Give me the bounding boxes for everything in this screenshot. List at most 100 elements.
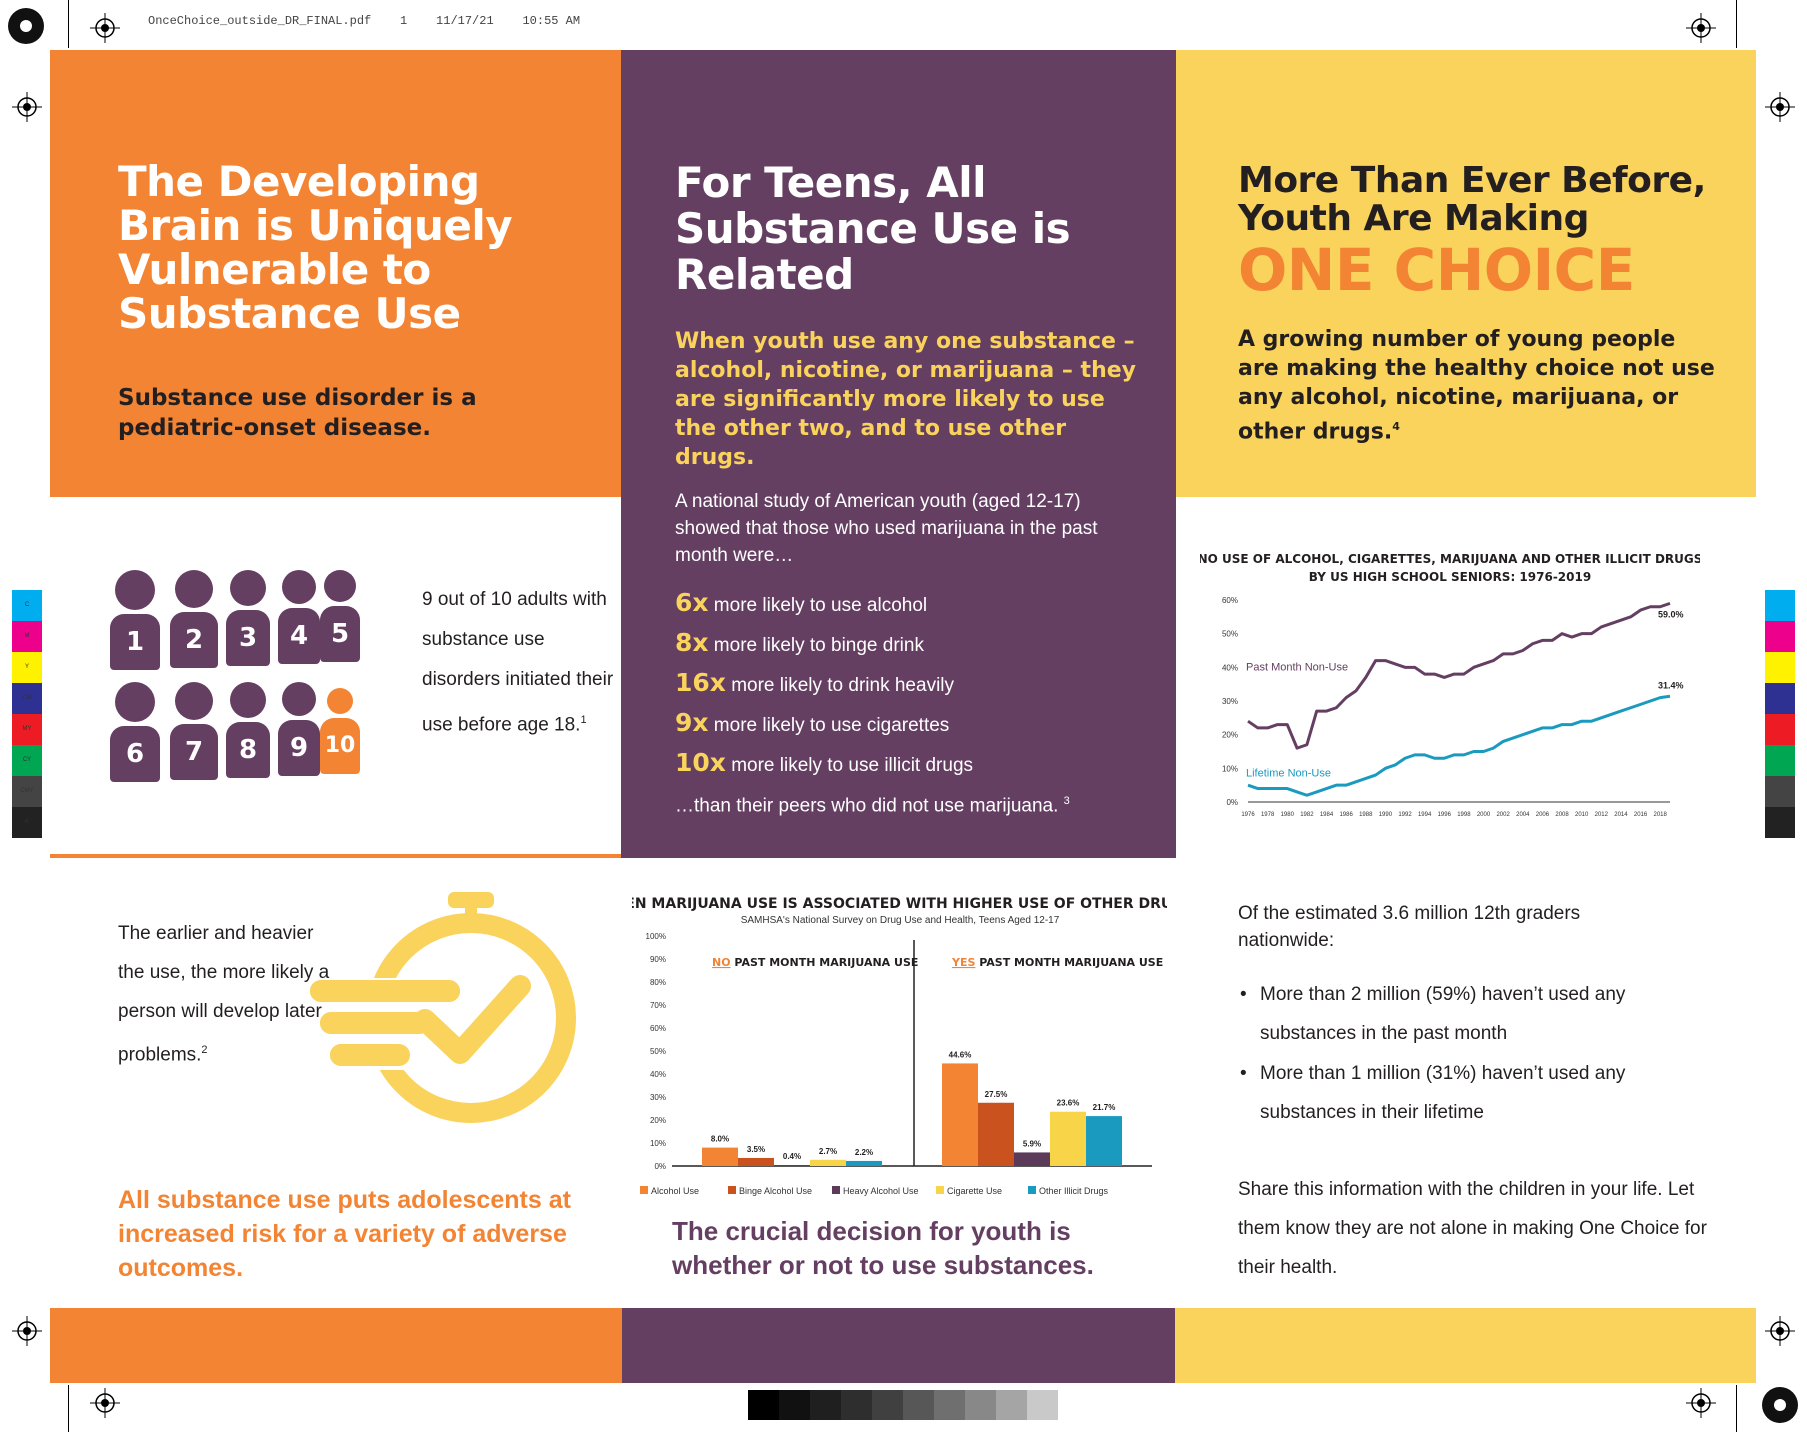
end-value-label: 59.0% — [1658, 609, 1684, 619]
x-tick-label: 2006 — [1536, 812, 1550, 818]
stats-footer-text: …than their peers who did not use mariju… — [675, 795, 1059, 817]
group-label-rest: PAST MONTH MARIJUANA USE — [731, 956, 919, 969]
list-item: More than 1 million (31%) haven’t used a… — [1238, 1054, 1668, 1132]
crop-line — [1736, 0, 1737, 48]
share-text: Share this information with the children… — [1238, 1179, 1707, 1278]
stat-row: 8x more likely to binge drink — [675, 628, 1155, 668]
right-title: More Than Ever Before, Youth Are Making — [1238, 160, 1706, 239]
stat-row: 6x more likely to use alcohol — [675, 588, 1155, 628]
registration-mark-icon — [1686, 1388, 1716, 1418]
person-head — [175, 570, 213, 608]
group-label: YES PAST MONTH MARIJUANA USE — [951, 956, 1163, 969]
person-head — [282, 682, 316, 716]
bar-value-label: 0.4% — [783, 1152, 801, 1161]
y-tick-label: 40% — [650, 1070, 666, 1079]
y-tick-label: 0% — [1226, 798, 1238, 807]
x-tick-label: 2002 — [1496, 812, 1510, 818]
person-head — [230, 570, 266, 606]
legend-swatch — [1028, 1186, 1036, 1194]
stat-text: more likely to use illicit drugs — [725, 755, 974, 776]
panel-orange — [50, 50, 621, 497]
chart-title: NO USE OF ALCOHOL, CIGARETTES, MARIJUANA… — [1200, 552, 1700, 584]
panel-yellow — [1176, 50, 1756, 497]
end-value-label: 31.4% — [1658, 680, 1684, 690]
registration-mark-icon — [90, 13, 120, 43]
stat-row: 10x more likely to use illicit drugs — [675, 748, 1155, 788]
person-number: 5 — [320, 606, 360, 662]
bar — [942, 1063, 978, 1166]
y-tick-label: 60% — [1222, 596, 1238, 605]
x-tick-label: 1988 — [1359, 812, 1373, 818]
y-tick-label: 10% — [1222, 764, 1238, 773]
x-tick-label: 1986 — [1339, 812, 1353, 818]
crop-circle-icon — [8, 8, 44, 44]
group-label: NO PAST MONTH MARIJUANA USE — [712, 956, 918, 969]
bar-value-label: 5.9% — [1023, 1139, 1041, 1148]
person-number: 8 — [226, 722, 270, 778]
left-subtitle: Substance use disorder is a pediatric-on… — [118, 385, 477, 441]
x-tick-label: 2004 — [1516, 812, 1530, 818]
stat-text: more likely to use alcohol — [708, 595, 928, 616]
bar-value-label: 2.2% — [855, 1148, 873, 1157]
stat-text: more likely to use cigarettes — [708, 715, 950, 736]
registration-mark-icon — [1686, 13, 1716, 43]
person-number: 10 — [320, 718, 360, 774]
y-tick-label: 60% — [650, 1024, 666, 1033]
registration-mark-icon — [1765, 92, 1795, 122]
stat-multiplier: 8x — [675, 628, 709, 657]
person-head — [175, 682, 213, 720]
people-grid: 1 2 3 4 5 6 7 8 9 10 — [110, 570, 410, 790]
person-head — [327, 688, 353, 714]
bar-value-label: 21.7% — [1093, 1103, 1116, 1112]
registration-mark-icon — [12, 1316, 42, 1346]
earlier-use-text: The earlier and heavier the use, the mor… — [118, 914, 338, 1074]
chart-title: TEEN MARIJUANA USE IS ASSOCIATED WITH HI… — [632, 896, 1167, 912]
line-chart: NO USE OF ALCOHOL, CIGARETTES, MARIJUANA… — [1200, 545, 1700, 825]
stat-multiplier: 9x — [675, 708, 709, 737]
bar-value-label: 23.6% — [1057, 1099, 1080, 1108]
x-tick-label: 2014 — [1614, 812, 1628, 818]
x-tick-label: 2016 — [1634, 812, 1648, 818]
bar-chart: TEEN MARIJUANA USE IS ASSOCIATED WITH HI… — [632, 888, 1167, 1206]
series-line — [1247, 601, 1671, 750]
bar — [1050, 1111, 1086, 1166]
stats-list: 6x more likely to use alcohol 8x more li… — [675, 588, 1155, 788]
x-tick-label: 1996 — [1438, 812, 1452, 818]
y-tick-label: 0% — [654, 1162, 666, 1171]
middle-highlight: When youth use any one substance – alcoh… — [675, 329, 1136, 470]
x-tick-label: 1976 — [1241, 812, 1255, 818]
legend-label: Heavy Alcohol Use — [843, 1186, 919, 1196]
y-tick-label: 80% — [650, 978, 666, 987]
adults-statistic: 9 out of 10 adults with substance use di… — [422, 580, 622, 745]
divider — [50, 854, 621, 858]
x-tick-label: 1994 — [1418, 812, 1432, 818]
bar — [810, 1159, 846, 1166]
legend-label: Alcohol Use — [651, 1186, 699, 1196]
legend-label: Binge Alcohol Use — [739, 1186, 812, 1196]
chart-title-line: NO USE OF ALCOHOL, CIGARETTES, MARIJUANA… — [1200, 552, 1700, 566]
y-tick-label: 50% — [650, 1047, 666, 1056]
y-tick-label: 70% — [650, 1001, 666, 1010]
person-head — [282, 570, 316, 604]
legend-swatch — [832, 1186, 840, 1194]
person-head — [115, 570, 155, 610]
y-tick-label: 40% — [1222, 663, 1238, 672]
color-bar-right — [1765, 590, 1795, 838]
one-choice-title: ONE CHOICE — [1238, 236, 1635, 304]
crop-circle-icon — [1762, 1387, 1798, 1423]
group-label-prefix: YES — [951, 956, 975, 969]
registration-mark-icon — [12, 92, 42, 122]
person-head — [324, 570, 356, 602]
y-tick-label: 20% — [1222, 731, 1238, 740]
panel-purple — [621, 50, 1176, 858]
registration-mark-icon — [1765, 1316, 1795, 1346]
stat-multiplier: 6x — [675, 588, 709, 617]
footnote-ref: 1 — [580, 714, 587, 726]
legend-swatch — [936, 1186, 944, 1194]
series-label: Past Month Non-Use — [1246, 661, 1348, 673]
stat-multiplier: 16x — [675, 668, 726, 697]
x-tick-label: 2012 — [1595, 812, 1609, 818]
bar-value-label: 2.7% — [819, 1147, 837, 1156]
y-tick-label: 30% — [1222, 697, 1238, 706]
series-line — [1247, 694, 1671, 797]
